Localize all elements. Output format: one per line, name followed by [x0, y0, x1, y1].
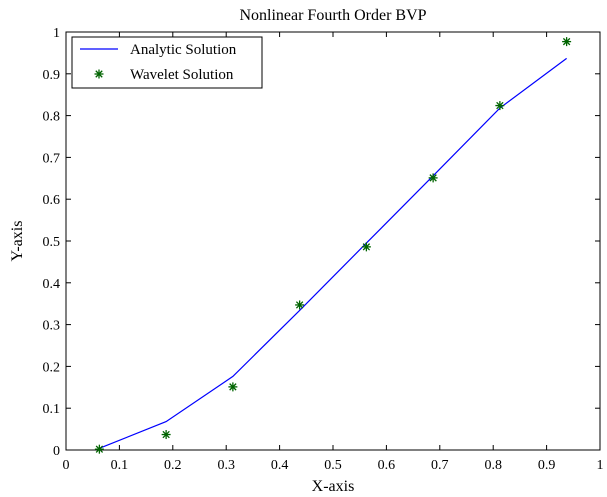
axes-layer: 0 0.1 0.2 0.3 0.4 0.5 0.6 0.7 0.8 0.9 1 0 0.1 0.2 0.3 0… [43, 26, 604, 473]
x-tick-label: 0.5 [324, 458, 342, 473]
analytic-solution-line [99, 57, 567, 449]
y-tick-label: 0.4 [43, 277, 61, 292]
y-tick-label: 0 [53, 444, 60, 459]
x-tick-label: 1 [597, 458, 604, 473]
wavelet-solution-point [295, 300, 305, 310]
x-tick-label: 0.3 [217, 458, 235, 473]
y-tick-label: 0.8 [43, 110, 61, 125]
x-tick-label: 0.4 [271, 458, 289, 473]
y-tick-label: 0.9 [43, 68, 61, 83]
legend: Analytic Solution Wavelet Solution [71, 36, 263, 89]
legend-analytic-label: Analytic Solution [130, 42, 237, 58]
legend-box [71, 36, 263, 89]
wavelet-solution-point [562, 37, 572, 47]
x-tick-label: 0.1 [111, 458, 129, 473]
wavelet-solution-point [495, 101, 505, 111]
x-tick-label: 0.8 [484, 458, 502, 473]
wavelet-solution-point [94, 444, 104, 454]
wavelet-solution-point [228, 382, 238, 392]
y-axis-label: Y-axis [9, 221, 26, 262]
y-tick-label: 0.3 [43, 319, 61, 334]
chart-title: Nonlinear Fourth Order BVP [239, 7, 426, 24]
series-layer [94, 37, 572, 454]
x-tick-label: 0.9 [538, 458, 556, 473]
y-tick-label: 1 [53, 26, 60, 41]
wavelet-solution-point [428, 173, 438, 183]
plot-area-frame [65, 31, 601, 451]
y-tick-label: 0.1 [43, 402, 61, 417]
x-tick-label: 0.6 [378, 458, 396, 473]
y-tick-label: 0.6 [43, 193, 61, 208]
y-tick-label: 0.5 [43, 235, 61, 250]
x-tick-label: 0 [63, 458, 70, 473]
y-tick-label: 0.2 [43, 360, 61, 375]
x-axis-label: X-axis [312, 478, 355, 495]
x-tick-label: 0.2 [164, 458, 182, 473]
x-tick-label: 0.7 [431, 458, 449, 473]
legend-wavelet-label: Wavelet Solution [130, 67, 234, 83]
legend-star-icon [94, 69, 104, 79]
legend-wavelet-marker-sample [94, 69, 104, 79]
wavelet-solution-point [361, 242, 371, 252]
y-tick-label: 0.7 [43, 151, 61, 166]
wavelet-solution-point [161, 430, 171, 440]
